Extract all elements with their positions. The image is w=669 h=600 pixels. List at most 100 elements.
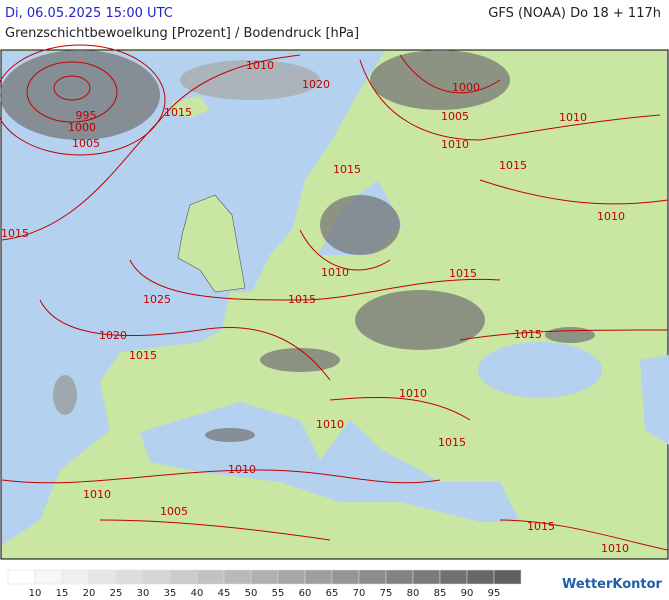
isobar-label: 995 xyxy=(76,109,97,122)
isobar-label: 1010 xyxy=(597,210,625,223)
legend-swatch xyxy=(223,569,252,585)
black-sea xyxy=(478,342,602,398)
legend-swatch xyxy=(358,569,387,585)
cloud xyxy=(545,327,595,343)
isobar-label: 1015 xyxy=(1,227,29,240)
model-run: GFS (NOAA) Do 18 + 117h xyxy=(488,6,661,21)
isobar xyxy=(0,44,166,156)
isobar xyxy=(399,54,501,94)
legend-label: 40 xyxy=(191,588,204,599)
cloud-cover xyxy=(0,50,595,442)
legend-label: 80 xyxy=(407,588,420,599)
isobar-label: 1015 xyxy=(333,163,361,176)
isobar-label: 1010 xyxy=(83,488,111,501)
isobar-label: 1015 xyxy=(449,267,477,280)
cloud xyxy=(320,195,400,255)
cloud xyxy=(205,428,255,442)
isobar xyxy=(99,519,331,541)
legend: 10 15 20 25 30 35 40 45 50 55 60 65 70 75 80 85 90 95 xyxy=(7,569,522,599)
isobar-label: 1010 xyxy=(246,59,274,72)
legend-label: 65 xyxy=(326,588,339,599)
cloud xyxy=(53,375,77,415)
legend-swatch xyxy=(115,569,144,585)
isobar-label: 1010 xyxy=(321,266,349,279)
isobar xyxy=(359,59,661,141)
cloud xyxy=(355,290,485,350)
isobar-label: 1015 xyxy=(288,293,316,306)
isobar-label: 1010 xyxy=(441,138,469,151)
isobar-label: 1010 xyxy=(399,387,427,400)
legend-swatch xyxy=(196,569,225,585)
legend-swatch xyxy=(277,569,306,585)
legend-label: 55 xyxy=(272,588,285,599)
legend-swatch xyxy=(7,569,36,585)
cloud xyxy=(180,60,320,100)
legend-swatch xyxy=(304,569,333,585)
cloud xyxy=(260,348,340,372)
isobar-label: 1010 xyxy=(601,542,629,555)
legend-swatch xyxy=(493,569,522,585)
isobar xyxy=(329,396,471,421)
legend-label: 60 xyxy=(299,588,312,599)
legend-label: 45 xyxy=(218,588,231,599)
isobar xyxy=(459,329,669,341)
isobar-label: 1005 xyxy=(72,137,100,150)
legend-label: 25 xyxy=(110,588,123,599)
isobar xyxy=(1,469,441,484)
atlantic xyxy=(2,51,385,545)
legend-swatch xyxy=(34,569,63,585)
isobar-label: 1015 xyxy=(527,520,555,533)
legend-label: 50 xyxy=(245,588,258,599)
legend-label: 95 xyxy=(488,588,501,599)
map-title: Grenzschichtbewoelkung [Prozent] / Boden… xyxy=(5,26,360,41)
isobar xyxy=(53,75,91,101)
isobar xyxy=(479,179,669,205)
isobar-label: 1015 xyxy=(514,328,542,341)
isobar-label: 1005 xyxy=(160,505,188,518)
isobar-label: 1015 xyxy=(164,106,192,119)
legend-swatch xyxy=(439,569,468,585)
cloud xyxy=(370,50,510,110)
legend-swatch xyxy=(61,569,90,585)
isobar-label: 1005 xyxy=(441,110,469,123)
caspian xyxy=(640,355,669,445)
isobar-label: 1020 xyxy=(99,329,127,342)
legend-swatch xyxy=(250,569,279,585)
legend-label: 35 xyxy=(164,588,177,599)
legend-swatch xyxy=(169,569,198,585)
legend-swatch xyxy=(331,569,360,585)
isobar xyxy=(26,61,118,123)
isobar-label: 1015 xyxy=(129,349,157,362)
isobars xyxy=(0,44,669,551)
legend-swatch xyxy=(385,569,414,585)
legend-label: 10 xyxy=(29,588,42,599)
british-isles xyxy=(177,194,246,293)
legend-label: 20 xyxy=(83,588,96,599)
isobar-label: 1025 xyxy=(143,293,171,306)
datetime: Di, 06.05.2025 15:00 UTC xyxy=(5,6,173,21)
legend-label: 85 xyxy=(434,588,447,599)
isobar-label: 1010 xyxy=(316,418,344,431)
isobar xyxy=(1,54,301,241)
legend-swatch xyxy=(412,569,441,585)
isobar-label: 1015 xyxy=(499,159,527,172)
legend-label: 75 xyxy=(380,588,393,599)
isobar xyxy=(129,259,501,301)
isobar xyxy=(499,519,669,551)
legend-swatch xyxy=(466,569,495,585)
legend-label: 70 xyxy=(353,588,366,599)
logo: WetterKontor xyxy=(562,577,663,592)
isobar-labels: 995 1000 1005 1010 1015 1020 1015 1000 1… xyxy=(1,59,629,555)
isobar-label: 1020 xyxy=(302,78,330,91)
legend-label: 30 xyxy=(137,588,150,599)
isobar-label: 1010 xyxy=(228,463,256,476)
legend-swatch xyxy=(142,569,171,585)
isobar-label: 1010 xyxy=(559,111,587,124)
legend-swatch xyxy=(88,569,117,585)
isobar-label: 1015 xyxy=(438,436,466,449)
legend-label: 90 xyxy=(461,588,474,599)
isobar-label: 1000 xyxy=(68,121,96,134)
legend-label: 15 xyxy=(56,588,69,599)
